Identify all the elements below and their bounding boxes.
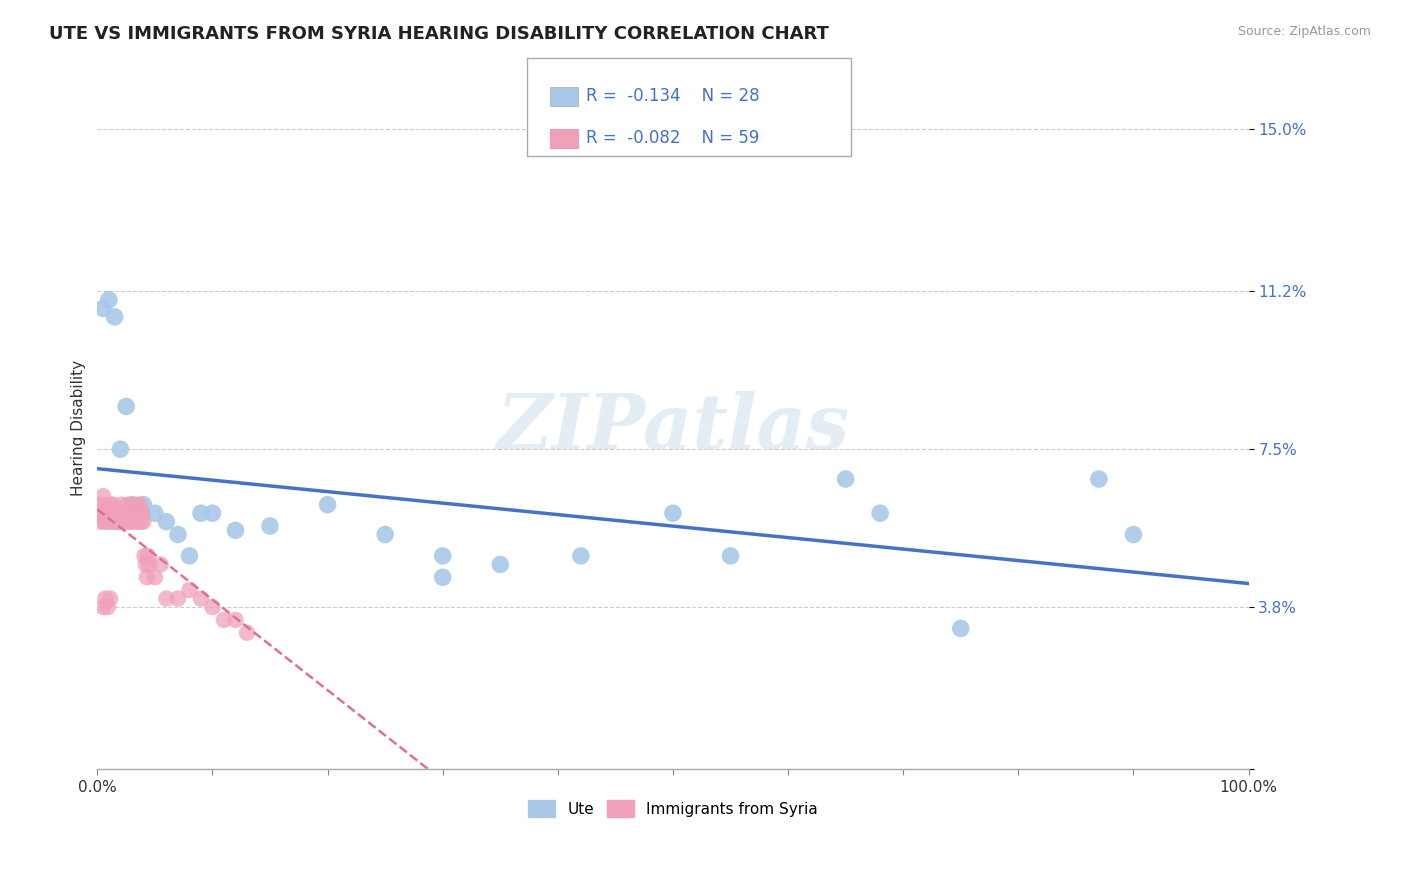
Point [179,582,201,597]
Point [107,506,129,520]
Point [122,498,145,512]
Point [94,591,117,606]
Point [103,498,125,512]
Point [143,570,166,584]
Point [91,600,114,615]
Point [98,591,121,606]
Point [104,515,127,529]
Y-axis label: Hearing Disability: Hearing Disability [72,359,86,496]
Point [100,515,122,529]
Point [96,506,118,520]
Point [224,613,246,627]
Point [112,506,135,520]
Point [149,558,172,572]
Point [128,506,150,520]
Point [101,506,124,520]
Point [97,293,120,307]
Point [155,515,177,529]
Point [432,570,454,584]
Legend: Ute, Immigrants from Syria: Ute, Immigrants from Syria [522,794,824,823]
Point [115,400,138,414]
Point [167,591,190,606]
Point [489,558,512,572]
Point [316,498,339,512]
Point [121,498,143,512]
Point [97,506,120,520]
Point [89,498,111,512]
Point [869,506,891,520]
Point [1122,527,1144,541]
Point [115,506,138,520]
Point [90,515,112,529]
Point [224,523,246,537]
Point [121,506,143,520]
Point [949,622,972,636]
Point [167,527,190,541]
Point [114,515,136,529]
Point [93,515,115,529]
Point [1088,472,1111,486]
Text: ZIPatlas: ZIPatlas [496,391,849,465]
Point [97,600,120,615]
Point [131,506,153,520]
Point [132,515,155,529]
Point [201,600,224,615]
Point [125,498,148,512]
Point [94,498,117,512]
Point [432,549,454,563]
Point [87,506,110,520]
Point [134,549,156,563]
Point [569,549,592,563]
Point [104,506,127,520]
Point [201,506,224,520]
Point [155,591,177,606]
Point [374,527,396,541]
Point [108,515,131,529]
Point [135,570,157,584]
Text: Source: ZipAtlas.com: Source: ZipAtlas.com [1237,25,1371,38]
Point [98,498,121,512]
Point [129,515,152,529]
Point [120,515,142,529]
Point [110,498,132,512]
Point [110,506,132,520]
Point [132,498,155,512]
Point [110,442,132,457]
Point [124,506,146,520]
Point [104,310,127,324]
Point [135,558,157,572]
Point [136,549,159,563]
Point [127,515,149,529]
Point [190,506,212,520]
Point [117,498,139,512]
Point [834,472,856,486]
Point [259,519,281,533]
Text: R =  -0.082    N = 59: R = -0.082 N = 59 [586,129,759,147]
Point [129,498,152,512]
Point [111,515,134,529]
Point [190,591,212,606]
Point [720,549,742,563]
Point [236,625,259,640]
Point [122,515,145,529]
Point [212,613,235,627]
Text: UTE VS IMMIGRANTS FROM SYRIA HEARING DISABILITY CORRELATION CHART: UTE VS IMMIGRANTS FROM SYRIA HEARING DIS… [49,25,830,43]
Point [138,558,160,572]
Point [91,489,114,503]
Point [91,301,114,316]
Point [97,515,120,529]
Point [91,506,114,520]
Point [179,549,201,563]
Point [662,506,685,520]
Point [117,515,139,529]
Point [143,506,166,520]
Text: R =  -0.134    N = 28: R = -0.134 N = 28 [586,87,759,105]
Point [118,506,141,520]
Point [105,515,128,529]
